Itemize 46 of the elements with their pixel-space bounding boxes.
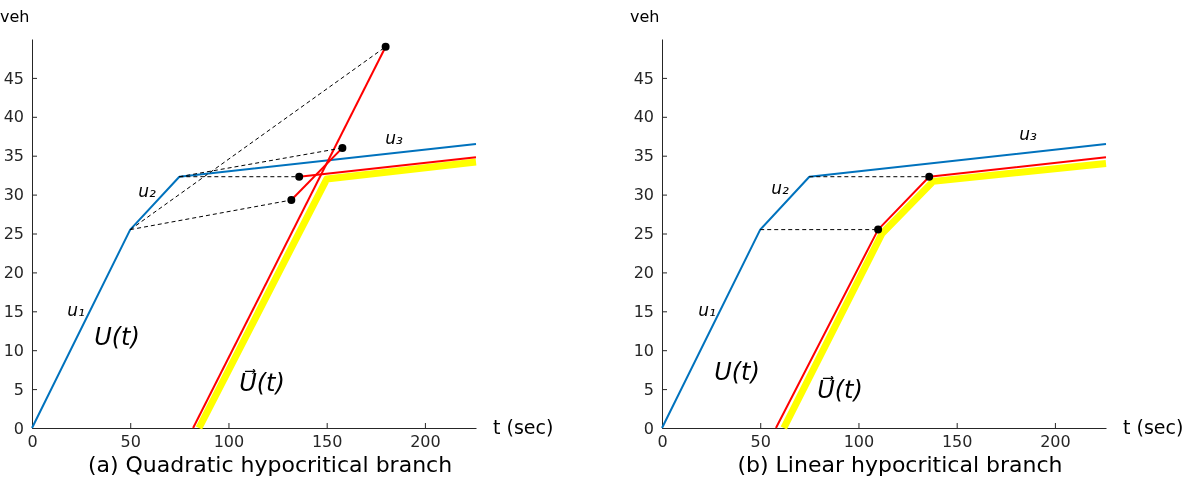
annotation: u₁ bbox=[698, 300, 716, 320]
annotation: u₂ bbox=[138, 181, 156, 201]
x-tick-label: 50 bbox=[120, 432, 141, 452]
x-tick-label: 100 bbox=[843, 432, 875, 452]
x-tick-label: 0 bbox=[27, 432, 38, 452]
y-tick-label: 35 bbox=[633, 146, 654, 166]
y-tick-label: 10 bbox=[3, 340, 24, 360]
annotation: u₃ bbox=[1019, 124, 1037, 144]
text: (a) Quadratic hypocritical branch bbox=[87, 452, 453, 477]
y-tick-label: 30 bbox=[3, 185, 24, 205]
x-tick-label: 200 bbox=[1040, 432, 1071, 452]
y-tick-label: 5 bbox=[643, 379, 654, 399]
y-tick-label: 40 bbox=[3, 107, 24, 127]
y-tick-label: 15 bbox=[633, 301, 654, 321]
annotation: U(t) bbox=[714, 358, 760, 386]
x-tick-label: 100 bbox=[213, 432, 245, 452]
y-tick-label: 35 bbox=[3, 146, 24, 166]
y-tick-label: 30 bbox=[633, 185, 654, 205]
y-axis-title: veh bbox=[630, 7, 660, 26]
y-tick-label: 0 bbox=[643, 418, 654, 438]
x-tick-label: 50 bbox=[750, 432, 771, 452]
x-axis-title: t (sec) bbox=[493, 416, 554, 438]
annotation: U⃗(t) bbox=[817, 374, 863, 404]
x-axis-title: t (sec) bbox=[1123, 416, 1184, 438]
y-tick-label: 25 bbox=[3, 224, 24, 244]
annotation: U(t) bbox=[94, 323, 140, 351]
annotation: u₁ bbox=[67, 300, 85, 320]
x-tick-label: 0 bbox=[657, 432, 668, 452]
y-tick-label: 20 bbox=[3, 263, 24, 283]
y-axis-title: veh bbox=[0, 7, 30, 26]
y-tick-label: 10 bbox=[633, 340, 654, 360]
x-tick-label: 150 bbox=[311, 432, 343, 452]
annotation: u₂ bbox=[771, 178, 789, 198]
y-tick-label: 15 bbox=[3, 301, 24, 321]
y-tick-label: 20 bbox=[633, 263, 654, 283]
y-tick-label: 45 bbox=[3, 68, 24, 88]
annotation: u₃ bbox=[385, 128, 403, 148]
y-tick-label: 0 bbox=[13, 418, 24, 438]
y-tick-label: 5 bbox=[13, 379, 24, 399]
annotation: U⃗(t) bbox=[239, 367, 285, 397]
text: (b) Linear hypocritical branch bbox=[737, 452, 1063, 477]
x-tick-label: 200 bbox=[410, 432, 441, 452]
y-tick-label: 40 bbox=[633, 107, 654, 127]
y-tick-label: 45 bbox=[633, 68, 654, 88]
x-tick-label: 150 bbox=[941, 432, 973, 452]
y-tick-label: 25 bbox=[633, 224, 654, 244]
